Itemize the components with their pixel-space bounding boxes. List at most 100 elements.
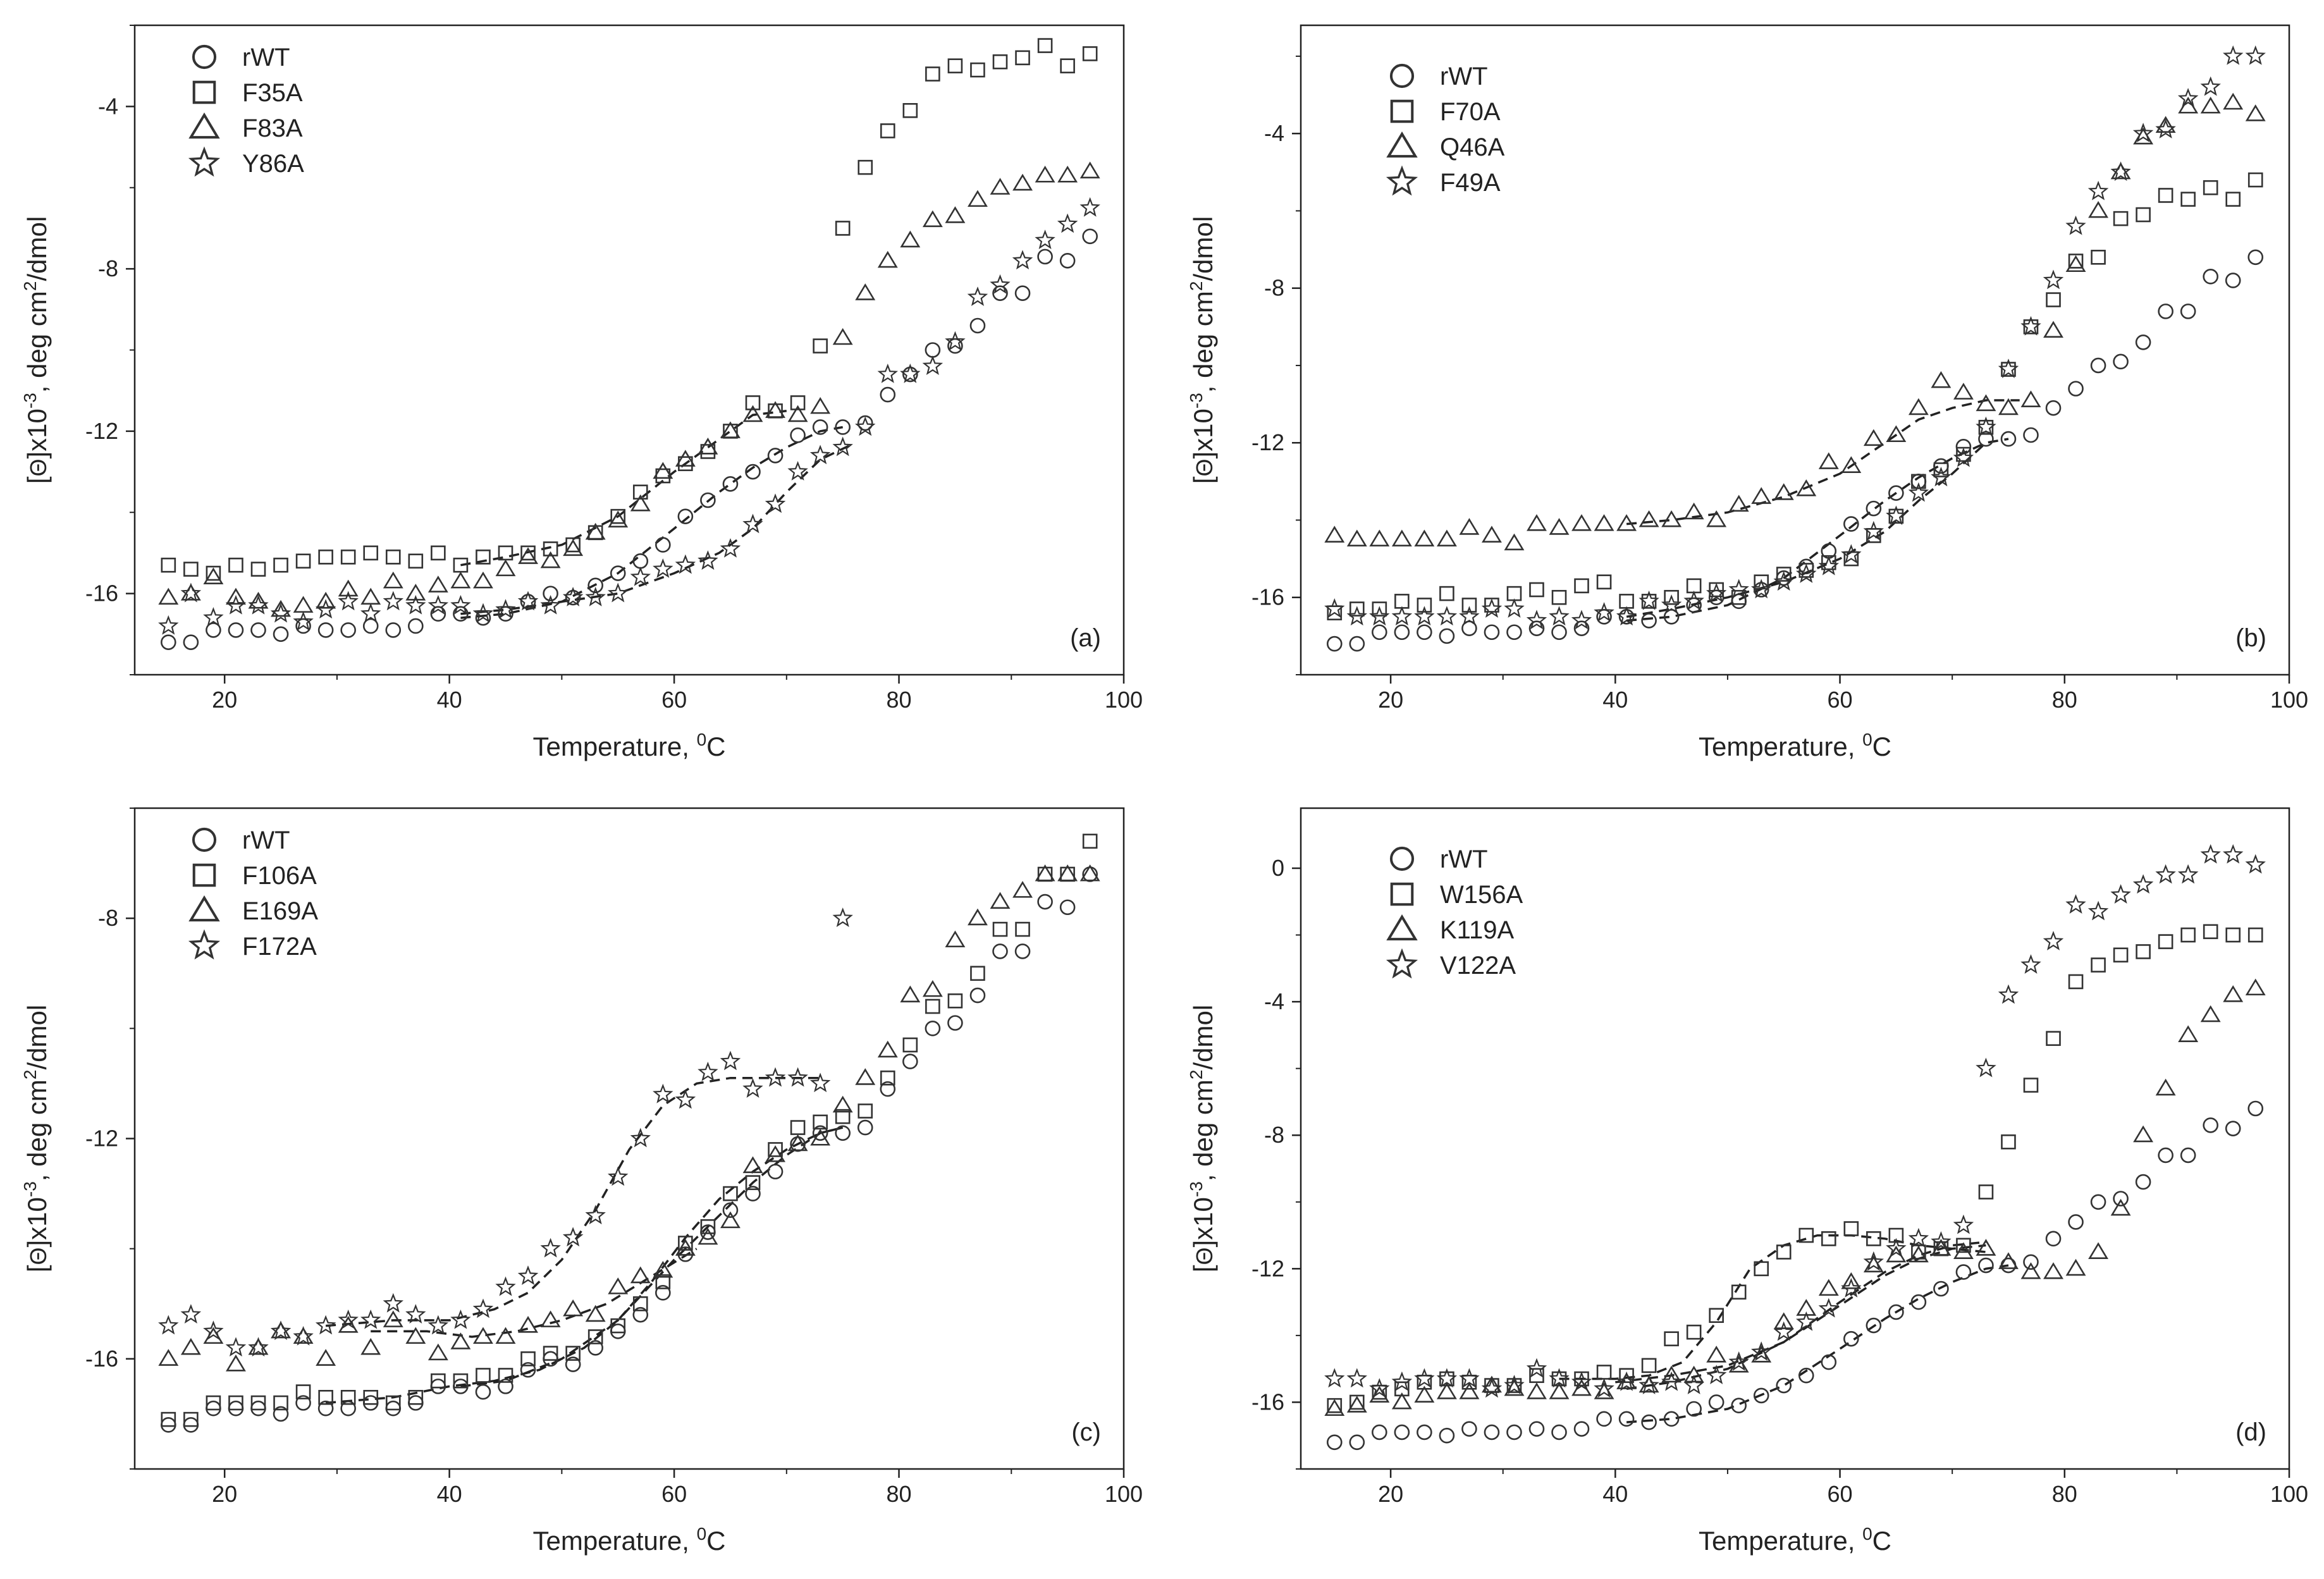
data-point (745, 1186, 761, 1201)
data-point (925, 1021, 941, 1036)
data-point (877, 363, 899, 383)
data-point (1057, 165, 1078, 183)
data-point (1596, 1365, 1612, 1380)
data-point (925, 66, 940, 82)
data-point (1527, 514, 1547, 531)
series-rWT (161, 228, 1098, 650)
data-point (565, 1346, 581, 1361)
data-point (1372, 1384, 1387, 1400)
data-point (1841, 456, 1862, 473)
data-point (1079, 864, 1100, 882)
data-point (1818, 1298, 1840, 1318)
data-point (318, 1389, 333, 1405)
data-point (1481, 598, 1503, 618)
data-point (2155, 1078, 2176, 1096)
legend-label: F83A (242, 114, 303, 142)
fit-curve (1626, 1264, 2009, 1423)
data-point (1708, 1394, 1725, 1410)
data-point (630, 566, 651, 586)
data-point (543, 541, 558, 556)
data-point (854, 416, 876, 436)
data-point (563, 1299, 584, 1317)
data-point (293, 1327, 314, 1344)
data-point (1506, 624, 1522, 641)
data-point (1796, 479, 1817, 496)
legend: rWT F106A E169A F172A (188, 826, 318, 961)
data-point (340, 1389, 356, 1405)
legend-label: V122A (1440, 952, 1516, 980)
legend-marker (1386, 165, 1418, 196)
data-point (1821, 1231, 1836, 1246)
data-point (765, 493, 786, 513)
legend-label: K119A (1440, 916, 1514, 944)
data-point (1414, 529, 1435, 547)
data-point (1953, 383, 1974, 400)
data-point (180, 1304, 202, 1324)
data-point (787, 1134, 808, 1152)
x-axis-title: Temperature, 0C (532, 730, 725, 761)
data-point (767, 448, 784, 464)
data-point (450, 594, 471, 615)
legend-marker (192, 827, 217, 852)
data-point (855, 283, 876, 300)
data-point (945, 930, 966, 948)
data-point (273, 1395, 288, 1411)
data-point (1324, 598, 1345, 618)
data-point (675, 450, 696, 467)
data-point (248, 1337, 269, 1357)
data-point (248, 594, 269, 615)
data-point (2203, 924, 2218, 940)
data-point (610, 1323, 626, 1339)
data-point (1035, 864, 1055, 882)
data-point (1326, 636, 1343, 652)
y-tick-label: -16 (1251, 1389, 1284, 1415)
data-point (655, 1285, 671, 1301)
data-point (2247, 172, 2263, 188)
legend-marker (1390, 882, 1414, 906)
data-point (653, 1083, 673, 1103)
data-point (1908, 1245, 1929, 1263)
data-point (1481, 525, 1502, 543)
legend-label: F70A (1440, 98, 1501, 126)
data-point (1998, 1252, 2019, 1269)
data-point (1012, 173, 1033, 191)
data-point (203, 567, 224, 585)
data-point (565, 537, 581, 553)
data-point (498, 606, 513, 622)
data-point (1014, 943, 1031, 959)
data-point (2113, 211, 2129, 226)
data-point (2203, 269, 2218, 285)
data-point (1731, 1284, 1747, 1300)
data-point (473, 1327, 493, 1344)
data-point (610, 1318, 626, 1334)
data-point (2180, 927, 2196, 943)
data-point (610, 508, 626, 524)
data-point (158, 587, 179, 605)
data-point (1888, 508, 1904, 524)
data-point (857, 1119, 873, 1136)
data-point (315, 599, 336, 619)
data-point (228, 1395, 243, 1411)
data-point (1484, 624, 1500, 641)
data-point (877, 1040, 898, 1058)
data-point (1616, 514, 1637, 531)
legend: rWT W156A K119A V122A (1386, 845, 1523, 980)
data-point (607, 1166, 629, 1186)
data-point (630, 1266, 651, 1284)
data-point (1391, 1392, 1412, 1410)
data-point (250, 622, 266, 638)
data-point (1439, 628, 1455, 644)
data-point (1750, 579, 1772, 599)
data-point (1931, 1231, 1952, 1251)
data-point (450, 571, 471, 589)
data-point (1549, 1368, 1570, 1388)
data-point (1683, 1365, 1704, 1383)
data-point (1998, 398, 2019, 415)
data-point (2135, 1174, 2151, 1190)
data-point (2225, 192, 2241, 207)
fit-curve (1615, 1244, 1986, 1384)
data-point (340, 550, 356, 565)
data-point (408, 618, 424, 634)
panel-d: 20 40 60 80 100 -16 -12 -8 -4 0 Temperature, 0C [Θ]… (1186, 807, 2308, 1556)
legend-label: W156A (1440, 881, 1523, 909)
